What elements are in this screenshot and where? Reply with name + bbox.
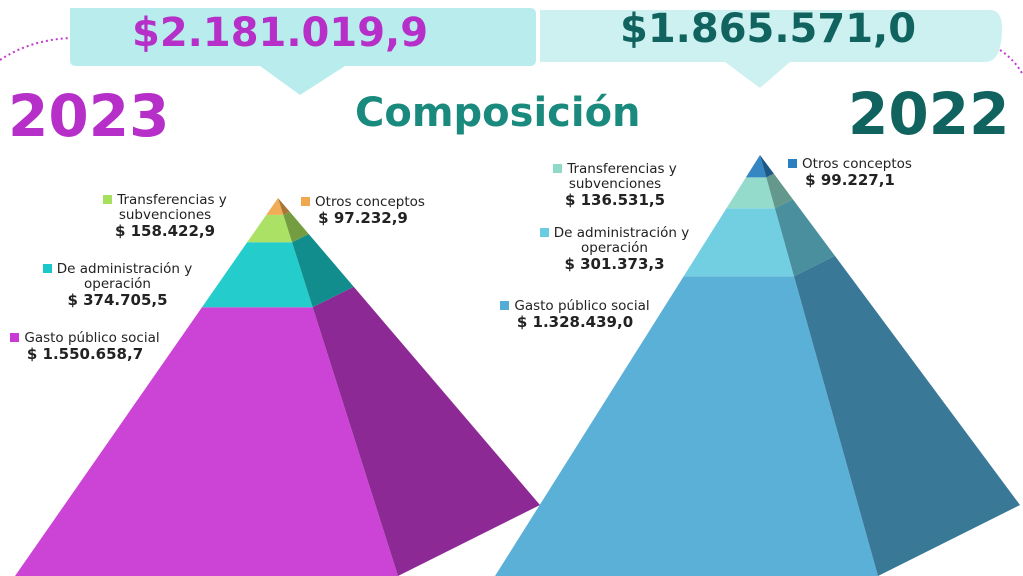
layer-side (278, 198, 290, 215)
label-name-row: Otros conceptos (283, 195, 443, 210)
layer-front (683, 208, 794, 277)
label-name-row: Gasto público social (0, 331, 170, 346)
category-name: Gasto público social (24, 330, 160, 346)
banner (540, 10, 1002, 88)
label-name-row: De administración y operación (25, 262, 210, 292)
segment-label: De administración y operación $ 374.705,5 (25, 262, 210, 308)
layer-side (760, 155, 774, 178)
category-name: Otros conceptos (315, 194, 425, 210)
category-name: Transferencias y subvenciones (117, 192, 227, 223)
segment-label: Gasto público social $ 1.550.658,7 (0, 331, 170, 362)
pyramid-layer (247, 211, 309, 243)
layer-front (247, 214, 293, 243)
layer-side (283, 211, 309, 243)
decor-curve (999, 49, 1023, 76)
segment-label: Otros conceptos $ 97.232,9 (283, 195, 443, 226)
layer-front (745, 155, 767, 178)
value-label: $ 99.227,1 (805, 171, 895, 189)
layer-front (266, 198, 284, 215)
category-name: De administración y operación (553, 225, 690, 256)
label-name-row: Gasto público social (490, 299, 660, 314)
legend-swatch (788, 159, 798, 168)
label-name-row: De administración y operación (522, 226, 707, 256)
legend-swatch (539, 228, 549, 237)
value-label: $ 158.422,9 (114, 222, 216, 240)
total-value: $1.865.571,0 (620, 6, 917, 52)
segment-label: Otros conceptos $ 99.227,1 (775, 157, 925, 188)
category-name: Transferencias y subvenciones (567, 161, 677, 192)
legend-swatch (301, 197, 311, 206)
year: 2022 (848, 80, 1010, 148)
category-name: De administración y operación (56, 261, 193, 292)
pyramid-layer (745, 155, 774, 178)
segment-label: Transferencias y subvenciones $ 136.531,5 (520, 162, 710, 208)
segment-label: Transferencias y subvenciones $ 158.422,9 (80, 193, 250, 239)
total-value: $2.181.019,9 (132, 10, 429, 56)
layer-side (312, 286, 540, 576)
value-label: $ 1.328.439,0 (516, 313, 634, 331)
category-name: Otros conceptos (802, 156, 912, 172)
value-label: $ 97.232,9 (318, 209, 408, 227)
pyramid-layer (495, 255, 1020, 576)
banner (70, 8, 536, 95)
layer-side (766, 173, 793, 209)
pyramid-layer (201, 233, 354, 308)
layer-side (774, 199, 835, 277)
layer-front (726, 177, 775, 209)
segment-label: Gasto público social $ 1.328.439,0 (490, 299, 660, 330)
layer-side (292, 233, 354, 308)
pyramid-layer (266, 198, 290, 215)
legend-swatch (553, 164, 563, 173)
decor-curve (0, 37, 71, 61)
value-label: $ 301.373,3 (564, 255, 665, 273)
segment-label: De administración y operación $ 301.373,3 (522, 226, 707, 272)
legend-swatch (500, 301, 510, 310)
category-name: Gasto público social (514, 298, 650, 314)
label-name-row: Transferencias y subvenciones (80, 193, 250, 223)
main-title: Composición (355, 90, 641, 136)
value-label: $ 136.531,5 (564, 191, 666, 209)
pyramid-layer (683, 199, 835, 277)
year: 2023 (8, 82, 170, 150)
pyramid-layer (726, 173, 793, 209)
value-label: $ 1.550.658,7 (26, 345, 144, 363)
layer-side (793, 255, 1020, 576)
label-name-row: Transferencias y subvenciones (520, 162, 710, 192)
legend-swatch (103, 195, 113, 204)
layer-front (495, 276, 878, 576)
value-label: $ 374.705,5 (67, 291, 168, 309)
legend-swatch (10, 333, 20, 342)
label-name-row: Otros conceptos (775, 157, 925, 172)
legend-swatch (42, 264, 52, 273)
layer-front (201, 242, 313, 308)
layer-front (15, 307, 398, 576)
pyramid-layer (15, 286, 540, 576)
